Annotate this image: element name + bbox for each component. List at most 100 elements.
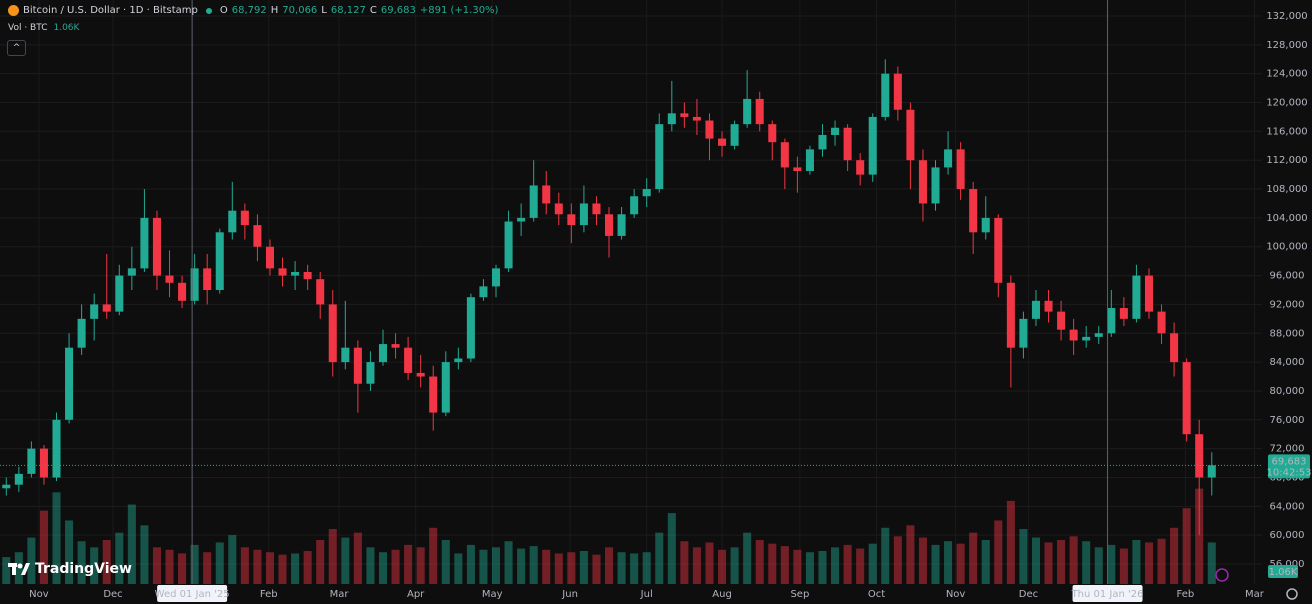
volume-bar [931, 544, 940, 584]
volume-bar [366, 547, 375, 584]
logo[interactable]: TradingView [8, 561, 132, 577]
ohlc-key: H [270, 5, 279, 16]
candle-body [366, 362, 375, 384]
price-badge-value: 69,683 [1272, 456, 1307, 467]
y-tick-label: 132,000 [1266, 11, 1307, 22]
candle-body [981, 217, 990, 233]
x-tick-label: Wed 01 Jan '25 [155, 589, 230, 600]
candle-body [1094, 333, 1103, 337]
volume-bar [617, 552, 626, 584]
x-tick-label: Sep [790, 589, 809, 600]
x-tick-label: Oct [868, 589, 885, 600]
candle-body [1207, 465, 1216, 478]
volume-bar [378, 552, 388, 584]
candle-body [906, 109, 915, 161]
candle-body [793, 167, 802, 172]
candle-body [416, 372, 425, 377]
y-tick-label: 84,000 [1270, 357, 1305, 368]
volume-bar [994, 520, 1003, 584]
volume-bar [1144, 542, 1154, 584]
volume-bar [542, 549, 551, 584]
volume-bar [856, 548, 865, 584]
x-tick-label: Jun [561, 589, 578, 600]
ohlc-value: 70,066 [282, 5, 318, 16]
volume-bar [680, 541, 689, 584]
volume-bar [52, 492, 61, 584]
volume-bar [127, 504, 136, 584]
volume-bar [504, 541, 513, 584]
volume-bar [140, 525, 149, 584]
volume-bar [152, 547, 161, 584]
volume-bar [404, 544, 413, 584]
y-tick-label: 80,000 [1270, 386, 1305, 397]
volume-bar [203, 552, 212, 584]
candle-body [893, 73, 902, 110]
volume-bar [39, 510, 48, 584]
volume-bar [2, 557, 11, 584]
volume-bar [906, 525, 915, 584]
candle-body [680, 113, 689, 117]
candle-body [944, 149, 953, 168]
candle-body [705, 120, 714, 139]
volume-bar [178, 553, 187, 584]
collapse-button[interactable]: ^ [7, 40, 26, 56]
volume-bar [1207, 542, 1216, 584]
volume-bar [956, 543, 965, 584]
volume-bar [253, 549, 262, 584]
ohlc-value: 68,127 [330, 5, 366, 16]
candle-body [291, 271, 300, 276]
candle-body [617, 214, 626, 236]
candle-body [391, 344, 400, 348]
price-badge [1268, 454, 1310, 479]
volume-bar [667, 513, 676, 584]
candle-body [504, 221, 513, 269]
volume-bar [730, 547, 739, 584]
volume-bar [981, 540, 990, 584]
status-dot [205, 7, 212, 14]
volume-bar [1107, 544, 1116, 584]
y-tick-label: 64,000 [1270, 501, 1305, 512]
candle-body [102, 304, 111, 312]
volume-bar [630, 553, 639, 584]
volume-bar [228, 535, 237, 584]
x-tick-label: Aug [712, 589, 732, 600]
volume-bar [90, 547, 99, 584]
candle-body [303, 271, 312, 280]
volume-bar [1094, 547, 1103, 584]
candle-body [1044, 300, 1053, 312]
volume-badge-value: 1.06K [1269, 567, 1298, 578]
candle-body [479, 286, 488, 298]
x-tick-label: Feb [1177, 589, 1195, 600]
volume-bar [718, 549, 727, 584]
volume-bar [692, 547, 701, 584]
volume-bar [755, 540, 764, 584]
x-tick-label: Dec [103, 589, 122, 600]
volume-bar [215, 542, 224, 584]
x-tick-label: Apr [407, 589, 425, 600]
candle-body [404, 347, 413, 373]
candle-body [780, 142, 789, 168]
volume-bar [1044, 542, 1053, 584]
y-tick-label: 124,000 [1266, 69, 1307, 80]
y-tick-label: 112,000 [1266, 155, 1307, 166]
candle-body [843, 127, 852, 161]
replay-icon [1215, 568, 1229, 582]
volume-bar [567, 552, 576, 584]
volume-bar [115, 532, 124, 584]
candle-body [2, 484, 11, 489]
candle-body [730, 124, 739, 146]
candle-body [868, 116, 877, 175]
volume-bar [416, 547, 425, 584]
volume-bar [1170, 527, 1179, 584]
volume-bar [1069, 536, 1078, 584]
candle-body [454, 358, 463, 363]
candle-body [579, 203, 588, 226]
candle-body [1144, 275, 1154, 312]
ohlc-key: L [321, 5, 327, 16]
volume-bar [190, 544, 199, 584]
candle-body [529, 185, 538, 218]
ohlc-key: C [369, 5, 377, 16]
y-tick-label: 88,000 [1270, 328, 1305, 339]
